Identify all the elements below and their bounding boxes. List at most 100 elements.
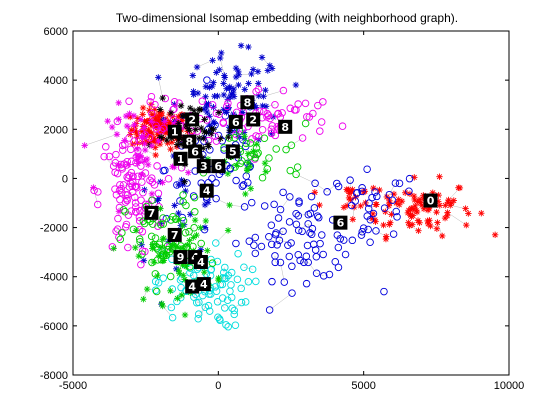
data-point-circle <box>246 152 255 160</box>
data-point-star <box>350 203 358 211</box>
data-point-circle <box>254 85 263 94</box>
data-point-circle <box>304 258 312 267</box>
data-point-circle <box>125 97 133 105</box>
data-point-star <box>217 54 224 62</box>
data-point-circle <box>357 231 366 239</box>
graph-edge <box>127 191 133 196</box>
data-point-circle <box>94 188 102 196</box>
data-point-circle <box>123 196 131 205</box>
data-point-circle <box>331 257 340 266</box>
data-point-star <box>158 112 165 119</box>
data-point-circle <box>218 294 227 302</box>
data-point-circle <box>190 193 199 202</box>
data-point-star <box>221 74 228 81</box>
data-point-star <box>217 135 224 142</box>
data-point-star <box>108 123 116 131</box>
data-point-star <box>194 89 202 97</box>
digit-image-thumbnail: 7 <box>144 205 159 220</box>
data-point-star <box>200 106 208 113</box>
data-point-circle <box>358 184 366 192</box>
data-point-circle <box>102 143 110 151</box>
data-point-circle <box>227 281 235 289</box>
data-point-circle <box>233 275 242 284</box>
data-point-star <box>220 91 228 99</box>
data-point-star <box>171 202 178 209</box>
data-point-circle <box>265 154 273 162</box>
graph-edge <box>196 60 213 68</box>
graph-edge <box>437 222 443 237</box>
data-point-star <box>258 54 266 61</box>
data-point-circle <box>286 193 294 201</box>
data-point-star <box>148 190 156 198</box>
data-point-circle <box>151 234 160 242</box>
data-point-star <box>230 85 237 93</box>
graph-edge <box>280 196 291 210</box>
data-point-circle <box>116 181 124 189</box>
data-point-star <box>174 141 181 148</box>
data-point-circle <box>347 201 356 210</box>
graph-edge <box>242 184 244 187</box>
data-point-circle <box>234 249 242 258</box>
data-point-star <box>131 121 138 128</box>
data-point-star <box>201 116 208 123</box>
data-point-circle <box>123 191 132 199</box>
data-point-circle <box>371 188 379 196</box>
data-point-circle <box>267 125 276 134</box>
svg-text:6: 6 <box>215 160 223 173</box>
data-point-star <box>202 93 209 100</box>
data-point-star <box>181 311 189 319</box>
data-point-circle <box>208 259 217 267</box>
data-point-star <box>135 252 142 260</box>
data-point-star <box>133 145 141 153</box>
data-point-star <box>224 96 232 103</box>
data-point-circle <box>311 179 319 188</box>
data-point-star <box>413 207 420 214</box>
data-point-circle <box>244 178 252 187</box>
svg-text:8: 8 <box>185 136 193 149</box>
data-point-circle <box>190 293 198 301</box>
graph-edge <box>337 234 341 239</box>
data-point-circle <box>213 257 222 266</box>
data-point-circle <box>152 125 161 133</box>
data-point-circle <box>294 211 303 220</box>
data-point-circle <box>186 269 194 277</box>
data-point-circle <box>148 174 156 182</box>
graph-edge <box>158 77 163 99</box>
data-point-circle <box>301 119 310 128</box>
data-point-circle <box>248 265 257 274</box>
data-point-circle <box>313 212 322 220</box>
data-point-star <box>167 109 175 117</box>
data-point-star <box>144 161 152 168</box>
graph-edge <box>223 267 226 273</box>
data-point-star <box>125 161 132 168</box>
y-tick-label: 4000 <box>44 75 68 87</box>
data-point-star <box>410 192 418 200</box>
y-tick-label: -8000 <box>40 370 68 382</box>
data-point-circle <box>319 98 327 106</box>
data-point-star <box>202 217 210 225</box>
data-point-circle <box>166 272 175 281</box>
data-point-star <box>204 199 212 206</box>
data-point-star <box>186 237 193 244</box>
data-point-circle <box>385 190 394 199</box>
data-point-circle <box>276 205 285 214</box>
data-point-circle <box>271 131 280 140</box>
data-point-star <box>250 148 257 155</box>
data-point-star <box>167 287 174 295</box>
data-point-circle <box>353 189 361 197</box>
y-tick-label: -4000 <box>40 272 68 284</box>
data-point-star <box>143 155 151 163</box>
data-point-circle <box>288 262 296 271</box>
graph-edge <box>241 281 249 289</box>
data-point-circle <box>307 192 316 201</box>
data-point-circle <box>364 225 372 234</box>
data-point-star <box>167 145 174 153</box>
data-point-star <box>170 241 178 249</box>
data-point-circle <box>124 243 132 252</box>
data-point-circle <box>194 310 203 318</box>
digit-image-thumbnail: 1 <box>167 124 182 139</box>
data-point-star <box>215 109 223 116</box>
data-point-circle <box>304 220 312 228</box>
data-point-star <box>259 102 266 110</box>
data-point-star <box>155 252 163 259</box>
